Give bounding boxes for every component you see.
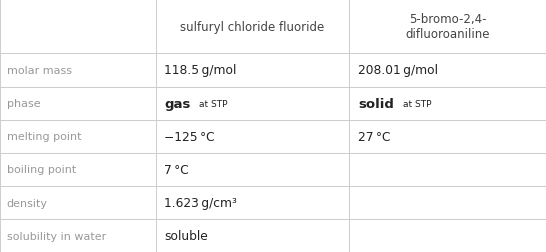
Text: 118.5 g/mol: 118.5 g/mol bbox=[164, 64, 237, 77]
Text: 7 °C: 7 °C bbox=[164, 163, 189, 176]
Text: soluble: soluble bbox=[164, 229, 208, 242]
Text: at STP: at STP bbox=[403, 99, 431, 108]
Text: 208.01 g/mol: 208.01 g/mol bbox=[358, 64, 438, 77]
Text: boiling point: boiling point bbox=[7, 165, 76, 175]
Text: phase: phase bbox=[7, 99, 40, 109]
Text: molar mass: molar mass bbox=[7, 66, 72, 76]
Text: 1.623 g/cm³: 1.623 g/cm³ bbox=[164, 196, 237, 209]
Text: solid: solid bbox=[358, 97, 394, 110]
Text: at STP: at STP bbox=[199, 99, 227, 108]
Text: solubility in water: solubility in water bbox=[7, 231, 106, 241]
Text: 27 °C: 27 °C bbox=[358, 130, 391, 143]
Text: sulfuryl chloride fluoride: sulfuryl chloride fluoride bbox=[180, 21, 325, 34]
Text: −125 °C: −125 °C bbox=[164, 130, 215, 143]
Text: gas: gas bbox=[164, 97, 191, 110]
Text: density: density bbox=[7, 198, 48, 208]
Text: melting point: melting point bbox=[7, 132, 81, 142]
Text: 5-bromo-2,4-
difluoroaniline: 5-bromo-2,4- difluoroaniline bbox=[406, 13, 490, 41]
